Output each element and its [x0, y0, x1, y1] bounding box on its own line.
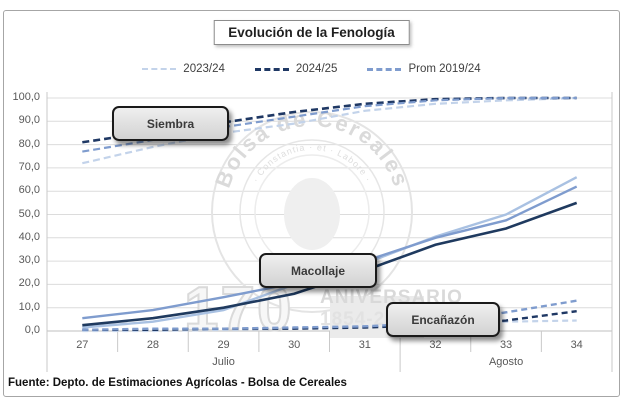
legend: 2023/24 2024/25 Prom 2019/24: [0, 60, 623, 78]
legend-label: 2023/24: [183, 63, 225, 75]
x-axis-week-label: 28: [146, 339, 160, 351]
x-axis-week-label: 27: [76, 339, 89, 351]
legend-item-2024-25: 2024/25: [254, 63, 338, 75]
legend-dash-swatch-2024-25: [254, 67, 289, 71]
y-axis-tick-label: 50,0: [18, 207, 40, 220]
legend-dash-swatch-2023-24: [142, 68, 177, 70]
legend-dash-swatch-prom-2019-24: [367, 67, 402, 71]
y-axis-tick-label: 60,0: [18, 184, 40, 197]
source-note: Fuente: Depto. de Estimaciones Agrícolas…: [8, 377, 347, 389]
x-axis-week-label: 34: [570, 339, 583, 351]
x-axis-week-label: 33: [499, 339, 513, 351]
y-axis-tick-label: 10,0: [18, 300, 40, 313]
legend-label: Prom 2019/24: [408, 63, 481, 75]
y-axis-tick-label: 70,0: [18, 160, 40, 173]
legend-item-prom-2019-24: Prom 2019/24: [367, 63, 481, 75]
stage-label-macollaje: Macollaje: [259, 253, 377, 288]
x-axis-week-label: 30: [288, 339, 301, 351]
stage-label-encanazon: Encañazón: [386, 302, 500, 337]
x-axis-month-label: Agosto: [488, 356, 524, 368]
legend-item-2023-24: 2023/24: [142, 63, 225, 75]
y-axis-tick-label: 100,0: [12, 91, 40, 103]
legend-label: 2024/25: [295, 63, 338, 75]
chart-title: Evolución de la Fenología: [213, 20, 410, 45]
y-axis-tick-label: 0,0: [24, 324, 40, 336]
y-axis-tick-label: 30,0: [18, 254, 40, 267]
y-axis-tick-label: 40,0: [18, 230, 40, 243]
x-axis-week-label: 31: [358, 339, 371, 351]
y-axis-tick-label: 20,0: [18, 277, 40, 290]
x-axis-week-label: 29: [217, 339, 230, 351]
x-axis-month-label: Julio: [212, 356, 235, 368]
x-axis-week-label: 32: [429, 339, 442, 351]
y-axis-tick-label: 80,0: [18, 137, 40, 150]
stage-label-siembra: Siembra: [112, 106, 229, 141]
y-axis-tick-label: 90,0: [18, 114, 40, 127]
